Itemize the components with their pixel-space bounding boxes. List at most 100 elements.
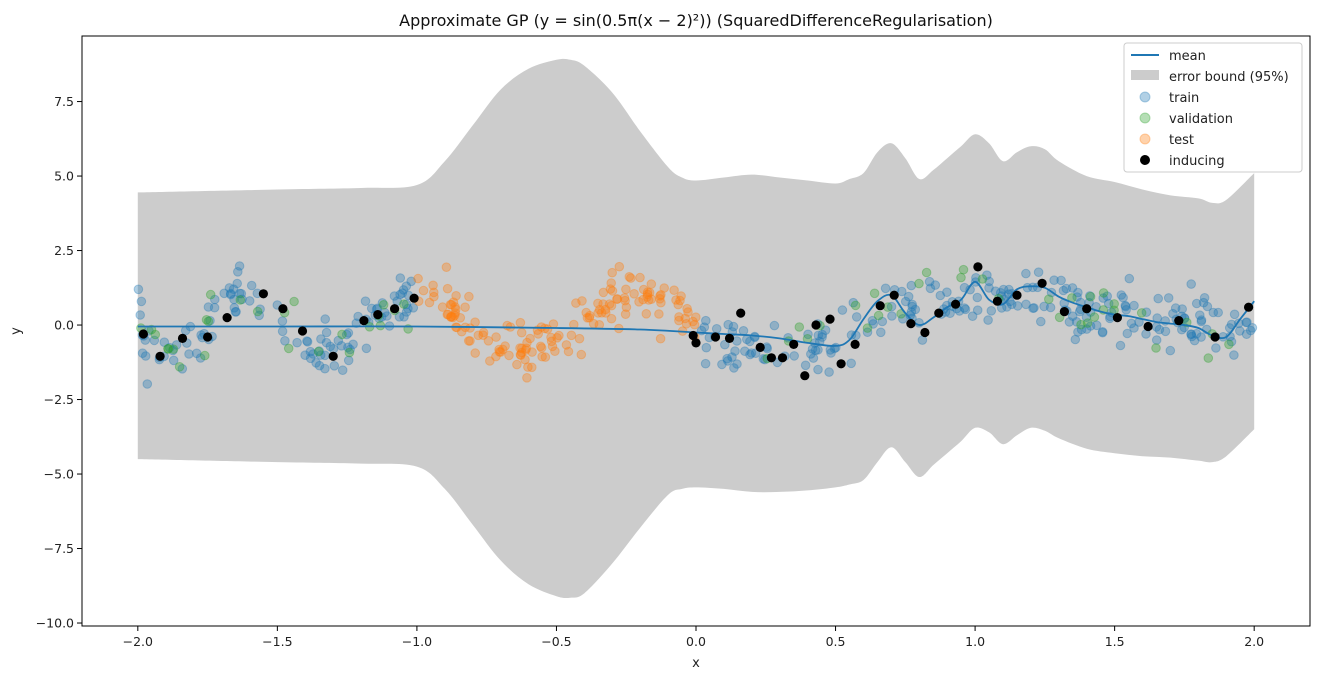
train-point: [225, 289, 236, 300]
train-point: [925, 283, 936, 294]
train-point: [1071, 317, 1082, 327]
test-point: [683, 307, 693, 317]
test-point: [646, 279, 657, 289]
train-point: [397, 288, 408, 299]
train-point: [302, 337, 313, 347]
test-point: [680, 313, 691, 324]
train-point: [135, 310, 145, 320]
train-point: [348, 339, 358, 350]
train-point: [910, 304, 921, 315]
test-point: [620, 295, 630, 306]
validation-point: [399, 299, 409, 309]
inducing-point: [177, 333, 188, 343]
test-point: [495, 347, 506, 357]
train-point: [398, 285, 409, 295]
test-point: [673, 299, 684, 310]
test-point: [523, 362, 533, 372]
train-point: [149, 335, 160, 346]
train-point: [140, 351, 151, 361]
test-point: [515, 317, 526, 328]
test-point: [429, 291, 439, 302]
test-point: [483, 336, 494, 346]
train-point: [1129, 300, 1139, 311]
train-point: [826, 348, 836, 358]
train-point: [1028, 303, 1038, 314]
inducing-point: [328, 351, 338, 361]
test-point: [512, 359, 522, 370]
test-point: [561, 340, 572, 350]
test-point: [446, 311, 457, 322]
train-point: [254, 310, 265, 321]
test-point: [546, 332, 556, 343]
train-point: [232, 278, 242, 289]
test-point: [498, 344, 508, 355]
test-point: [491, 332, 501, 342]
train-point: [876, 327, 886, 338]
x-tick-label: 0.5: [826, 634, 846, 649]
test-point: [635, 272, 645, 283]
test-point: [448, 297, 459, 308]
inducing-point: [920, 327, 930, 338]
train-point: [746, 348, 757, 358]
train-point: [329, 361, 340, 371]
inducing-point: [836, 359, 846, 369]
train-point: [394, 312, 405, 322]
train-point: [277, 326, 288, 337]
test-point: [554, 330, 564, 341]
train-point: [305, 346, 316, 357]
test-point: [585, 310, 595, 321]
train-point: [234, 261, 245, 271]
test-point: [642, 289, 653, 300]
inducing-point: [951, 299, 961, 309]
test-point: [537, 351, 547, 362]
validation-point: [921, 267, 932, 278]
validation-point: [1203, 353, 1214, 363]
test-point: [552, 333, 562, 343]
train-point: [887, 311, 897, 321]
train-point: [917, 335, 928, 345]
train-point: [234, 288, 245, 299]
train-point: [308, 349, 318, 359]
train-point: [1187, 331, 1197, 342]
train-point: [292, 337, 302, 348]
train-point: [314, 346, 325, 356]
test-point: [629, 289, 639, 299]
validation-point: [150, 329, 161, 340]
train-point: [1189, 335, 1200, 346]
train-point: [831, 342, 841, 353]
test-point: [594, 304, 605, 315]
test-point: [624, 272, 635, 282]
validation-point: [883, 302, 893, 312]
test-point: [619, 293, 630, 303]
test-point: [442, 283, 453, 294]
train-point: [1064, 317, 1075, 327]
test-point: [504, 350, 514, 361]
test-point: [642, 292, 652, 302]
validation-point: [283, 343, 294, 354]
train-point: [701, 315, 711, 326]
train-point: [1196, 332, 1206, 342]
train-point: [1067, 283, 1078, 293]
train-point: [907, 301, 918, 312]
test-point: [674, 312, 684, 322]
inducing-point: [373, 310, 383, 320]
validation-point: [869, 288, 880, 299]
inducing-point: [811, 320, 821, 330]
test-point: [463, 336, 474, 346]
train-point: [930, 280, 941, 290]
test-point: [465, 336, 475, 346]
y-axis: −10.0 −7.5 −5.0 −2.5 0.0 2.5 5.0 7.5: [36, 94, 82, 631]
train-point: [900, 296, 911, 307]
test-point: [517, 343, 527, 354]
x-tick-label: −1.0: [402, 634, 432, 649]
train-point: [395, 273, 406, 283]
validation-point: [205, 289, 216, 300]
train-point: [813, 364, 823, 375]
test-point: [542, 324, 553, 334]
test-point: [491, 351, 501, 362]
train-point: [817, 332, 827, 342]
train-point: [986, 306, 997, 316]
train-point: [1085, 291, 1095, 301]
train-point: [1081, 324, 1092, 334]
train-point: [959, 303, 970, 313]
